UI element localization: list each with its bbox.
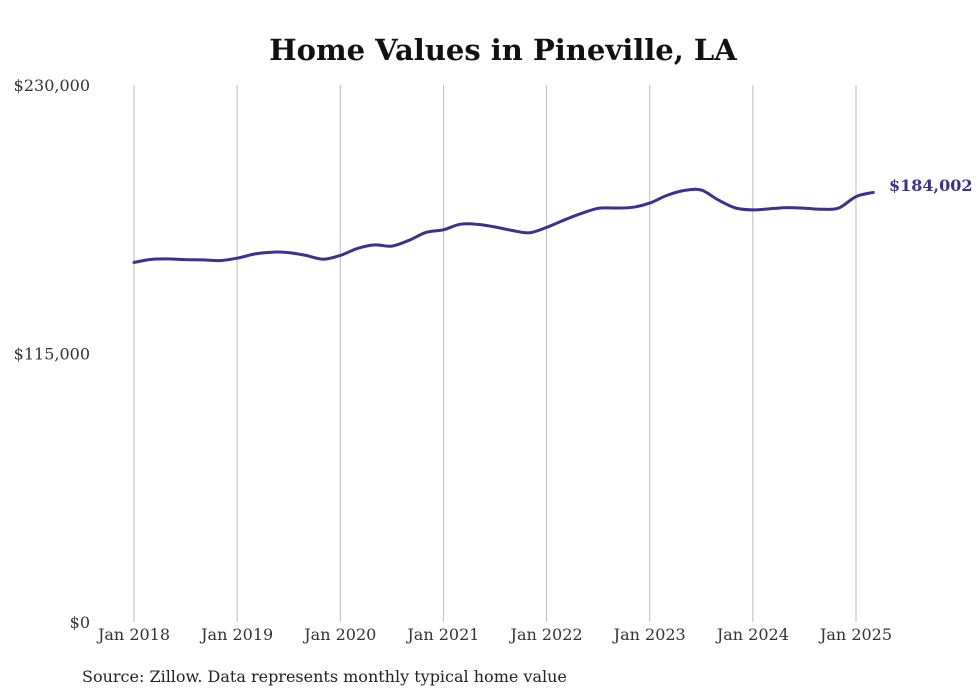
y-tick-label: $230,000 — [14, 76, 90, 95]
x-tick-label: Jan 2024 — [715, 625, 789, 644]
y-tick-label: $0 — [70, 613, 90, 632]
x-tick-label: Jan 2019 — [199, 625, 273, 644]
grid-lines — [133, 85, 857, 622]
y-axis-tick-labels: $0 $115,000 $230,000 — [14, 76, 90, 632]
x-tick-label: Jan 2018 — [96, 625, 170, 644]
x-tick-label: Jan 2023 — [612, 625, 686, 644]
x-tick-label: Jan 2022 — [509, 625, 583, 644]
line-chart: Home Values in Pineville, LA $0$115,000$… — [14, 33, 973, 644]
end-value-label: $184,002 — [889, 176, 973, 195]
x-tick-label: Jan 2025 — [818, 625, 892, 644]
x-tick-label: Jan 2020 — [302, 625, 376, 644]
source-note: Source: Zillow. Data represents monthly … — [82, 667, 567, 686]
x-axis-tick-labels: Jan 2018 Jan 2019 Jan 2020 Jan 2021 Jan 2022… — [96, 625, 892, 644]
y-tick-label: $115,000 — [14, 345, 90, 364]
series-layer — [132, 187, 875, 264]
x-tick-label: Jan 2021 — [405, 625, 479, 644]
series-line — [132, 187, 875, 264]
chart-title: Home Values in Pineville, LA — [269, 33, 737, 67]
